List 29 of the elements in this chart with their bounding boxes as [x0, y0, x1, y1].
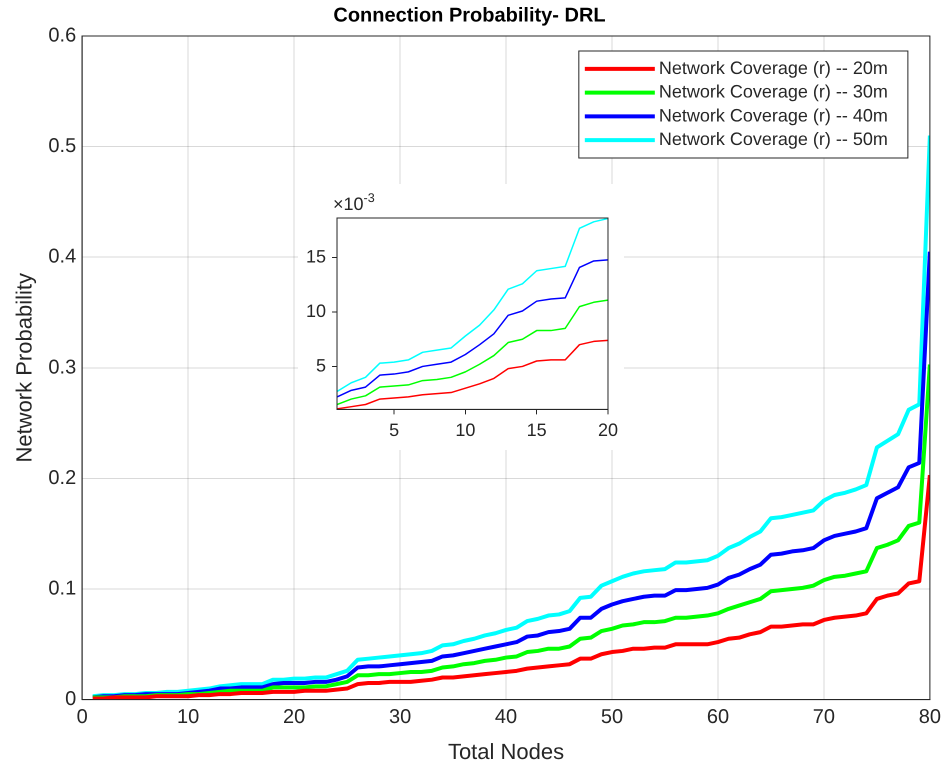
x-tick-label: 30: [388, 706, 412, 728]
x-tick-label: 15: [526, 420, 547, 440]
x-tick-label: 5: [389, 420, 400, 440]
x-tick-label: 80: [918, 706, 941, 728]
x-tick-label: 60: [706, 706, 730, 728]
legend-label: Network Coverage (r) -- 30m: [658, 82, 888, 102]
y-tick-label: 0.3: [48, 356, 76, 378]
legend-label: Network Coverage (r) -- 50m: [658, 129, 888, 150]
x-tick-label: 10: [455, 420, 476, 440]
y-axis-title: Network Probability: [11, 273, 36, 463]
x-tick-label: 10: [177, 706, 200, 728]
y-tick-label: 5: [316, 355, 326, 376]
legend-label: Network Coverage (r) -- 20m: [658, 58, 888, 78]
chart-title: Connection Probability- DRL: [333, 4, 606, 27]
y-tick-label: 0.5: [48, 135, 76, 158]
y-tick-label: 0.4: [48, 246, 76, 268]
x-tick-label: 50: [600, 706, 624, 728]
x-tick-label: 40: [494, 706, 518, 728]
y-tick-label: 0.2: [48, 466, 76, 489]
x-tick-label: 20: [598, 420, 618, 440]
y-tick-label: 0.1: [48, 578, 76, 600]
legend-label: Network Coverage (r) -- 40m: [658, 105, 888, 126]
y-tick-label: 10: [306, 301, 326, 322]
x-tick-label: 70: [812, 706, 836, 728]
x-axis-title: Total Nodes: [448, 738, 564, 764]
y-tick-label: 0.6: [48, 24, 76, 47]
x-tick-label: 20: [282, 706, 306, 728]
y-tick-label: 0: [65, 688, 76, 710]
y-tick-label: 15: [306, 246, 326, 267]
